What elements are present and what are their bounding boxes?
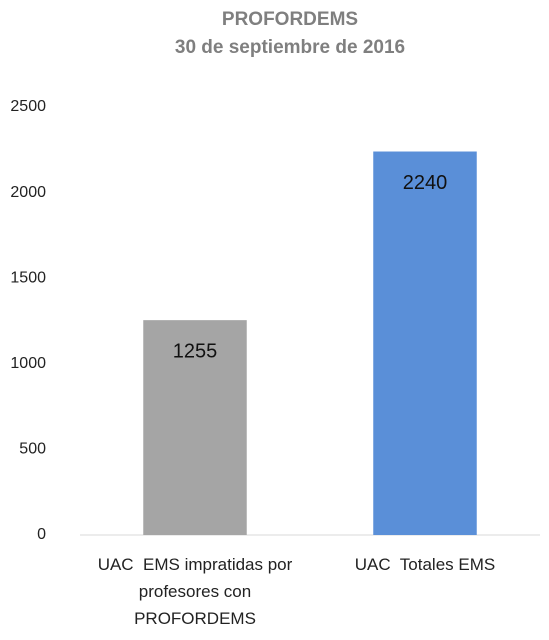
y-tick-label: 1000 bbox=[10, 355, 46, 372]
chart-title: PROFORDEMS bbox=[222, 9, 358, 30]
y-tick-label: 500 bbox=[19, 441, 46, 458]
x-tick-label: UAC EMS impratidas por profesores con PR… bbox=[97, 555, 298, 628]
x-tick-label: UAC Totales EMS bbox=[354, 555, 496, 574]
data-label: 2240 bbox=[403, 172, 448, 194]
y-tick-label: 1500 bbox=[10, 269, 46, 286]
bar bbox=[143, 320, 247, 535]
data-label: 1255 bbox=[173, 340, 218, 362]
y-tick-label: 2500 bbox=[10, 98, 46, 115]
y-tick-label: 2000 bbox=[10, 184, 46, 201]
bar bbox=[373, 151, 477, 535]
chart-subtitle: 30 de septiembre de 2016 bbox=[175, 37, 405, 58]
y-tick-label: 0 bbox=[37, 526, 46, 543]
